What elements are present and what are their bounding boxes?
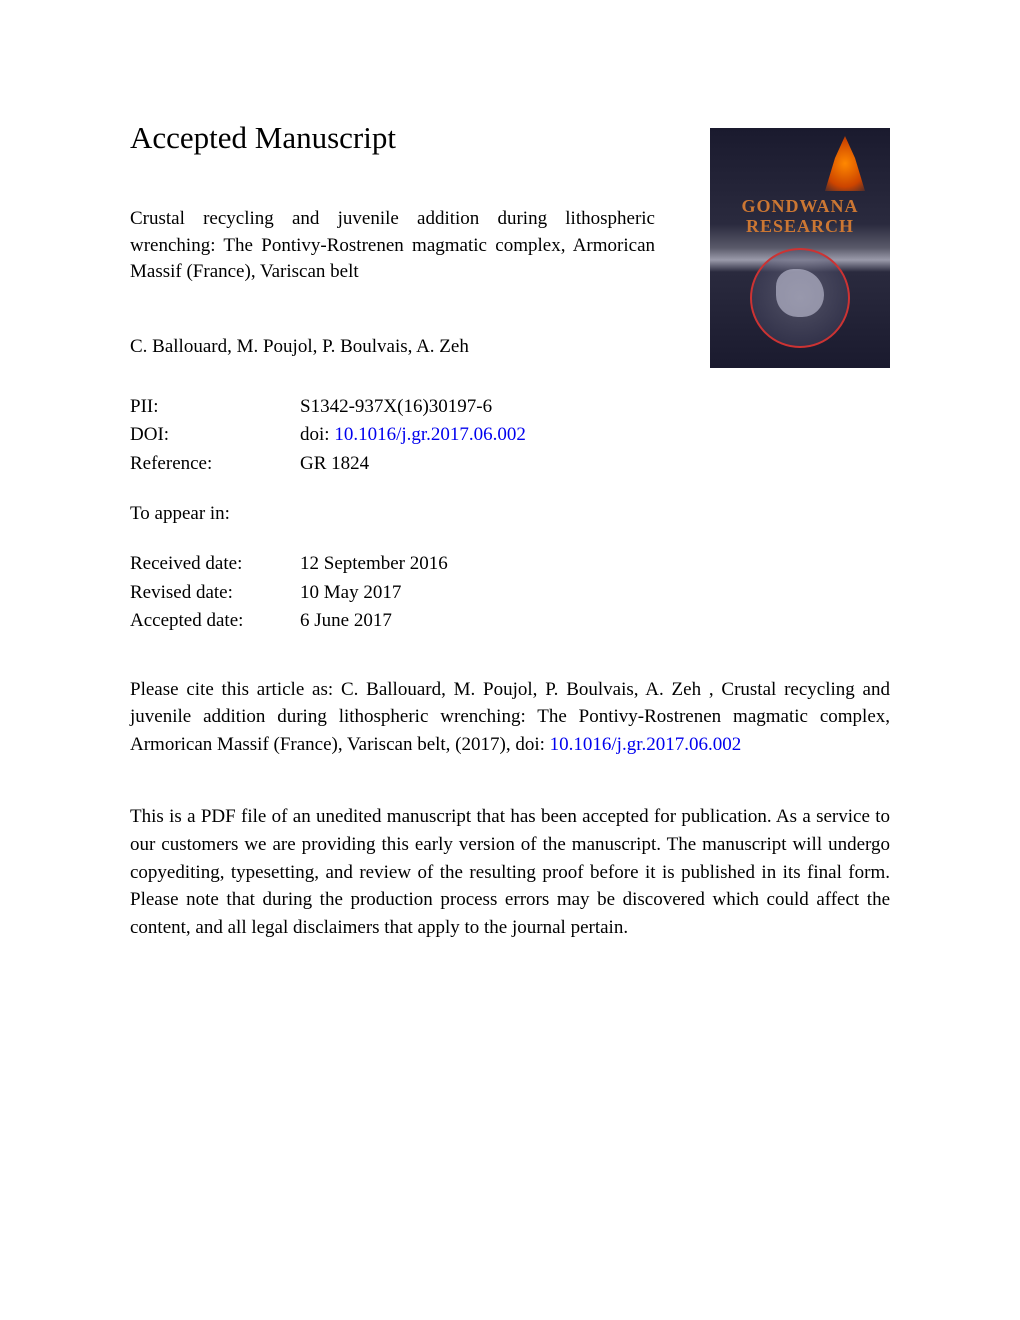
doi-prefix: doi: [300, 424, 334, 445]
header-section: Accepted Manuscript Crustal recycling an… [130, 120, 890, 393]
reference-row: Reference: GR 1824 [130, 450, 890, 479]
pii-row: PII: S1342-937X(16)30197-6 [130, 393, 890, 422]
doi-link[interactable]: 10.1016/j.gr.2017.06.002 [334, 424, 526, 445]
reference-label: Reference: [130, 450, 300, 479]
pii-label: PII: [130, 393, 300, 422]
globe-icon [750, 248, 850, 348]
received-label: Received date: [130, 550, 300, 579]
accepted-row: Accepted date: 6 June 2017 [130, 607, 890, 636]
citation-before: Please cite this article as: C. Ballouar… [130, 679, 890, 755]
authors: C. Ballouard, M. Poujol, P. Boulvais, A.… [130, 336, 655, 358]
accepted-label: Accepted date: [130, 607, 300, 636]
doi-value: doi: 10.1016/j.gr.2017.06.002 [300, 421, 890, 450]
revised-row: Revised date: 10 May 2017 [130, 579, 890, 608]
page-title: Accepted Manuscript [130, 120, 655, 156]
metadata-table: PII: S1342-937X(16)30197-6 DOI: doi: 10.… [130, 393, 890, 479]
doi-label: DOI: [130, 421, 300, 450]
dates-table: Received date: 12 September 2016 Revised… [130, 550, 890, 636]
journal-name-line1: GONDWANA [710, 198, 890, 214]
to-appear-label: To appear in: [130, 503, 890, 525]
journal-cover-image: GONDWANA RESEARCH [710, 128, 890, 368]
revised-label: Revised date: [130, 579, 300, 608]
reference-value: GR 1824 [300, 450, 890, 479]
revised-value: 10 May 2017 [300, 579, 890, 608]
disclaimer-text: This is a PDF file of an unedited manusc… [130, 803, 890, 941]
text-column: Accepted Manuscript Crustal recycling an… [130, 120, 655, 393]
citation-text: Please cite this article as: C. Ballouar… [130, 676, 890, 759]
citation-doi-link[interactable]: 10.1016/j.gr.2017.06.002 [550, 734, 742, 755]
received-value: 12 September 2016 [300, 550, 890, 579]
article-title: Crustal recycling and juvenile addition … [130, 206, 655, 286]
flame-icon [820, 136, 870, 191]
received-row: Received date: 12 September 2016 [130, 550, 890, 579]
journal-name-line2: RESEARCH [710, 216, 890, 237]
pii-value: S1342-937X(16)30197-6 [300, 393, 890, 422]
accepted-value: 6 June 2017 [300, 607, 890, 636]
doi-row: DOI: doi: 10.1016/j.gr.2017.06.002 [130, 421, 890, 450]
